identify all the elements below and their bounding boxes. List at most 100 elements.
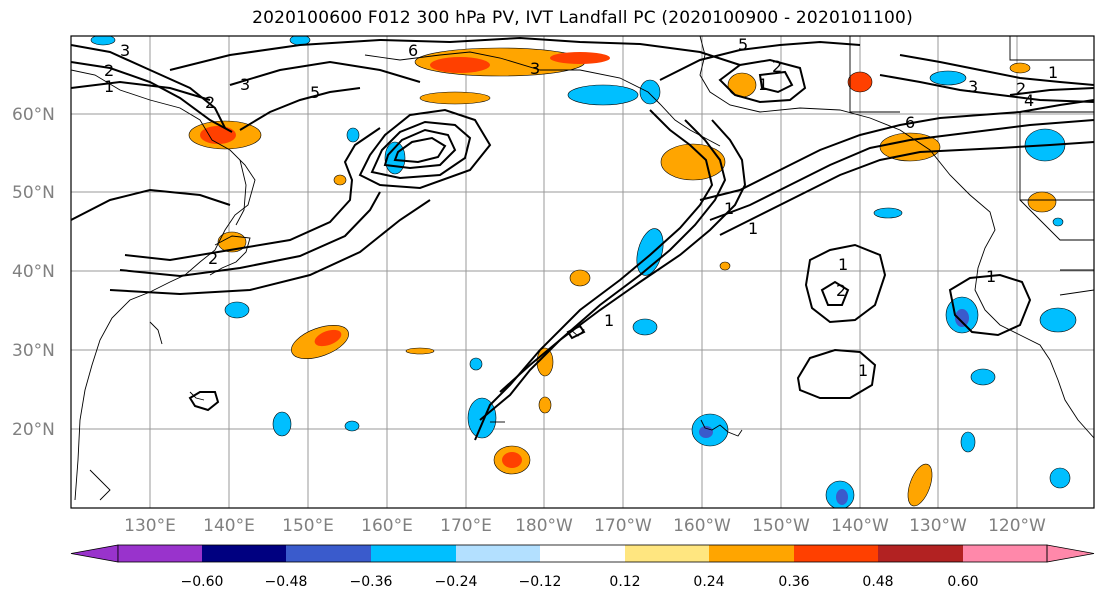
colorbar-segment bbox=[963, 545, 1047, 562]
contour-label: 1 bbox=[1048, 63, 1058, 82]
lon-label: 170°E bbox=[440, 516, 492, 536]
map-panel: 3 2 1 2 3 5 6 5 3 2 1 2 3 4 1 1 6 1 2 1 … bbox=[70, 35, 1095, 509]
colorbar-tick-labels: −0.60 −0.48 −0.36 −0.24 −0.12 0.12 0.24 … bbox=[181, 574, 979, 590]
contour-label: 1 bbox=[724, 199, 734, 218]
colorbar-tick-label: −0.36 bbox=[350, 574, 393, 590]
colorbar-tick-label: 0.12 bbox=[609, 574, 640, 590]
lon-label: 150°W bbox=[752, 516, 810, 536]
colorbar-segment bbox=[202, 545, 286, 562]
colorbar-segment bbox=[794, 545, 878, 562]
pos-anomaly-blob bbox=[719, 261, 731, 271]
contour-label: 4 bbox=[1024, 91, 1034, 110]
neg-anomaly-blob bbox=[929, 70, 967, 86]
colorbar-segment bbox=[456, 545, 540, 562]
colorbar-tick-label: −0.60 bbox=[181, 574, 224, 590]
pv-contours bbox=[71, 36, 1094, 441]
latitude-labels: 60°N 50°N 40°N 30°N 20°N bbox=[12, 105, 55, 440]
lon-label: 160°W bbox=[673, 516, 731, 536]
contour-label: 2 bbox=[205, 93, 215, 112]
neg-anomaly-blob bbox=[346, 127, 360, 143]
neg-anomaly-blob bbox=[272, 411, 292, 437]
contour-label: 5 bbox=[310, 83, 320, 102]
pos-anomaly-blob bbox=[1027, 191, 1057, 213]
pos-anomaly-blob bbox=[405, 347, 435, 355]
colorbar-segments bbox=[70, 544, 1095, 563]
shading bbox=[90, 36, 1077, 508]
pos-anomaly-blob bbox=[847, 71, 873, 93]
pos-anomaly-blob bbox=[538, 396, 552, 414]
pos-anomaly-blob bbox=[419, 91, 491, 105]
lon-label: 160°E bbox=[361, 516, 413, 536]
colorbar-segment bbox=[540, 545, 625, 562]
pos-anomaly-blob bbox=[660, 143, 726, 181]
colorbar-tick-label: −0.24 bbox=[435, 574, 478, 590]
colorbar-tick-label: −0.48 bbox=[265, 574, 308, 590]
neg-anomaly-blob bbox=[639, 79, 661, 105]
colorbar-tick-label: 0.60 bbox=[947, 574, 978, 590]
colorbar-tick-label: 0.48 bbox=[862, 574, 893, 590]
contour-labels: 3 2 1 2 3 5 6 5 3 2 1 2 3 4 1 1 6 1 2 1 … bbox=[104, 35, 1058, 380]
colorbar-extend-min bbox=[70, 544, 119, 563]
contour-label: 2 bbox=[1016, 79, 1026, 98]
neg-anomaly-blob bbox=[1049, 467, 1071, 489]
lon-label: 120°W bbox=[988, 516, 1046, 536]
contour-label: 2 bbox=[208, 249, 218, 268]
pos-anomaly-blob bbox=[569, 269, 591, 287]
lon-label: 170°W bbox=[594, 516, 652, 536]
pos-anomaly-blob bbox=[907, 463, 933, 507]
contour-label: 1 bbox=[758, 75, 768, 94]
lat-label: 60°N bbox=[12, 105, 55, 125]
colorbar-tick-label: 0.36 bbox=[778, 574, 809, 590]
coastlines bbox=[71, 36, 1094, 501]
contour-label: 3 bbox=[968, 77, 978, 96]
contour-label: 1 bbox=[838, 255, 848, 274]
colorbar-segment bbox=[709, 545, 794, 562]
neg-anomaly-blob bbox=[1052, 217, 1064, 227]
neg-anomaly-blob bbox=[567, 84, 639, 106]
contour-label: 6 bbox=[905, 113, 915, 132]
lon-label: 130°E bbox=[124, 516, 176, 536]
lon-label: 130°W bbox=[909, 516, 967, 536]
map-frame bbox=[70, 35, 1095, 509]
neg-anomaly-blob bbox=[1039, 307, 1077, 333]
lon-label: 150°E bbox=[282, 516, 334, 536]
colorbar-segment bbox=[286, 545, 371, 562]
neg-anomaly-blob bbox=[873, 207, 903, 219]
contour-label: 1 bbox=[858, 361, 868, 380]
lat-label: 20°N bbox=[12, 420, 55, 440]
lon-label: 140°E bbox=[203, 516, 255, 536]
contour-label: 2 bbox=[104, 61, 114, 80]
contour-label: 1 bbox=[748, 219, 758, 238]
contour-label: 2 bbox=[836, 281, 846, 300]
neg-anomaly-blob bbox=[469, 357, 483, 371]
contour-label: 2 bbox=[772, 57, 782, 76]
lat-label: 50°N bbox=[12, 183, 55, 203]
pos-anomaly-blob bbox=[333, 174, 347, 186]
neg-anomaly-blob bbox=[970, 368, 996, 386]
colorbar-segment bbox=[625, 545, 709, 562]
map-title: 2020100600 F012 300 hPa PV, IVT Landfall… bbox=[252, 8, 913, 28]
neg-anomaly-blob bbox=[344, 420, 360, 432]
contour-label: 6 bbox=[408, 41, 418, 60]
colorbar-outline bbox=[117, 544, 1048, 563]
colorbar-extend-max bbox=[1046, 544, 1095, 563]
lat-label: 30°N bbox=[12, 341, 55, 361]
neg-anomaly-blob bbox=[636, 228, 664, 276]
colorbar-segment bbox=[878, 545, 963, 562]
contour-label: 1 bbox=[104, 77, 114, 96]
contour-label: 1 bbox=[986, 267, 996, 286]
lat-label: 40°N bbox=[12, 262, 55, 282]
longitude-labels: 130°E 140°E 150°E 160°E 170°E 180°W 170°… bbox=[124, 516, 1046, 536]
contour-label: 1 bbox=[604, 311, 614, 330]
colorbar: −0.60 −0.48 −0.36 −0.24 −0.12 0.12 0.24 … bbox=[70, 544, 1095, 590]
colorbar-tick-label: −0.12 bbox=[519, 574, 562, 590]
pos-anomaly-blob bbox=[1009, 62, 1031, 74]
neg-anomaly-blob bbox=[90, 36, 116, 46]
neg-anomaly-blob bbox=[224, 301, 250, 319]
lon-label: 140°W bbox=[831, 516, 889, 536]
colorbar-tick-label: 0.24 bbox=[693, 574, 724, 590]
colorbar-segment bbox=[371, 545, 456, 562]
contour-label: 5 bbox=[738, 35, 748, 54]
lon-label: 180°W bbox=[515, 516, 573, 536]
